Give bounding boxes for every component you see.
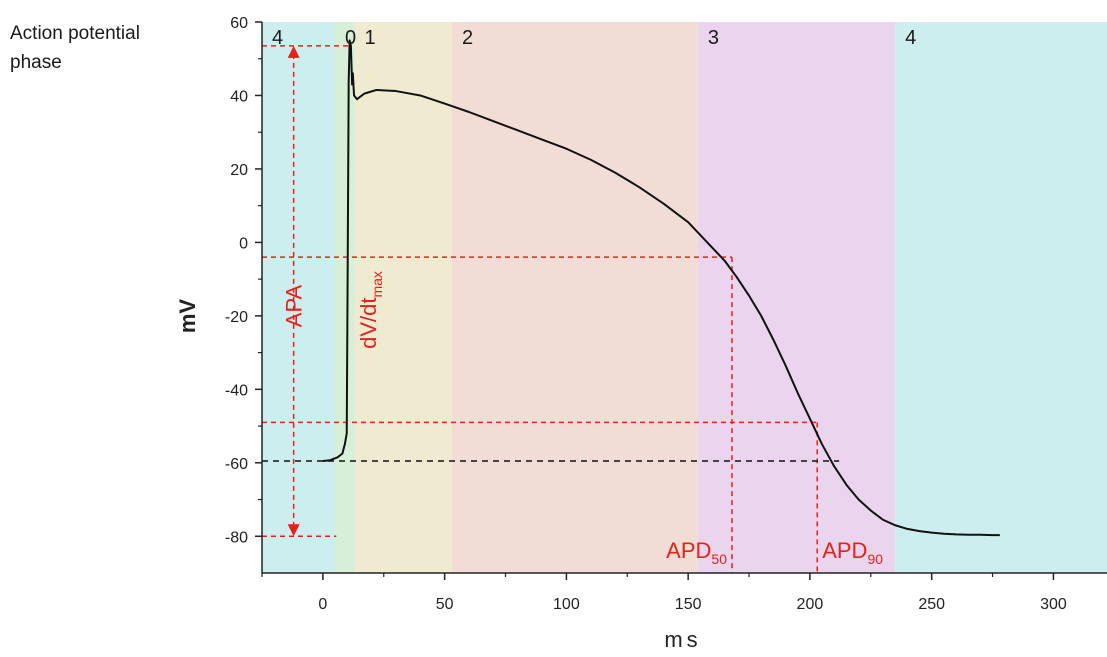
- apd90-label-sub: 90: [867, 551, 883, 567]
- phase-band-5: [895, 22, 1107, 573]
- phase-band-2: [354, 22, 452, 573]
- phase-legend-label: Action potential phase: [10, 23, 145, 73]
- phase-label-1: 0: [345, 27, 356, 49]
- reference-lines: [262, 45, 840, 573]
- phase-label-5: 4: [905, 27, 916, 49]
- phase-legend-line-2: phase: [10, 52, 62, 73]
- y-tick-label: -40: [225, 382, 248, 399]
- y-tick-label: -60: [225, 456, 248, 473]
- apd50-label-main: APD: [666, 538, 711, 563]
- phase-label-3: 2: [462, 27, 473, 49]
- phase-label-4: 3: [708, 27, 719, 49]
- phase-legend-line-1: Action potential: [10, 23, 140, 44]
- x-tick-label: 300: [1040, 596, 1067, 613]
- y-axis-title: mV: [175, 299, 200, 334]
- apa-label: APA: [282, 284, 307, 327]
- curve-layer: [322, 39, 1000, 537]
- y-tick-label: 0: [239, 235, 248, 252]
- y-tick-label: 40: [230, 88, 248, 105]
- y-tick-label: -80: [225, 529, 248, 546]
- apa-arrow-head-top: [287, 45, 300, 58]
- phase-band-0: [262, 22, 336, 573]
- phase-label-0: 4: [272, 27, 283, 49]
- x-tick-label: 200: [797, 596, 824, 613]
- x-tick-label: 250: [918, 596, 945, 613]
- apd50-label: APD50: [666, 538, 727, 567]
- x-tick-label: 50: [436, 596, 454, 613]
- apd50-label-sub: 50: [711, 551, 727, 567]
- y-tick-label: 20: [230, 162, 248, 179]
- phase-bands: [262, 22, 1107, 573]
- y-tick-label: -20: [225, 309, 248, 326]
- apd90-label: APD90: [822, 538, 883, 567]
- y-tick-label: 60: [230, 15, 248, 32]
- x-tick-label: 0: [318, 596, 327, 613]
- phase-band-1: [335, 22, 355, 573]
- apd90-label-main: APD: [822, 538, 867, 563]
- phase-band-4: [697, 22, 896, 573]
- dvdt-label: dV/dtmax: [356, 271, 385, 349]
- dvdt-label-main: dV/dt: [356, 298, 381, 349]
- apa-arrow-head-bottom: [287, 524, 300, 537]
- x-tick-label: 100: [553, 596, 580, 613]
- x-axis-title: ms: [664, 627, 701, 652]
- x-tick-label: 150: [675, 596, 702, 613]
- phase-label-2: 1: [365, 27, 376, 49]
- dvdt-label-sub: max: [369, 271, 385, 297]
- phase-band-3: [451, 22, 698, 573]
